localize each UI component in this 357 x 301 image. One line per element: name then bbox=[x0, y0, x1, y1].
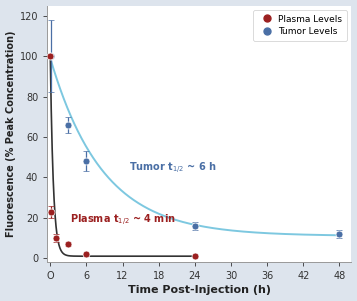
Text: Plasma t$_{1/2}$ ~ 4 min: Plasma t$_{1/2}$ ~ 4 min bbox=[70, 213, 175, 228]
X-axis label: Time Post-Injection (h): Time Post-Injection (h) bbox=[128, 285, 271, 296]
Legend: Plasma Levels, Tumor Levels: Plasma Levels, Tumor Levels bbox=[253, 10, 347, 41]
Y-axis label: Fluorescence (% Peak Concentration): Fluorescence (% Peak Concentration) bbox=[6, 31, 16, 237]
Text: Tumor t$_{1/2}$ ~ 6 h: Tumor t$_{1/2}$ ~ 6 h bbox=[129, 161, 216, 176]
